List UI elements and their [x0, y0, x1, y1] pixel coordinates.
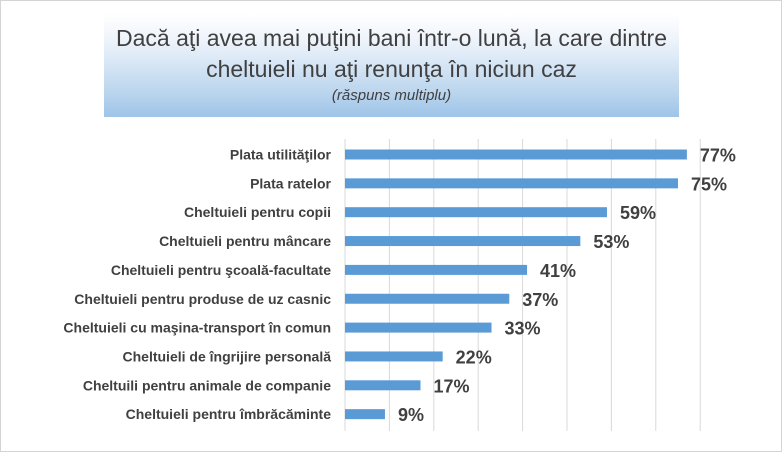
chart-subtitle: (răspuns multiplu): [331, 87, 452, 104]
bar: [345, 178, 678, 189]
data-label: 75%: [691, 174, 727, 194]
bar: [345, 293, 510, 304]
category-label: Cheltuieli pentru mâncare: [159, 233, 331, 249]
category-label: Plata ratelor: [250, 175, 331, 191]
data-label: 17%: [433, 376, 469, 396]
chart-title-box: Dacă aţi avea mai puţini bani într-o lun…: [104, 14, 679, 117]
category-label: Cheltuieli cu maşina-transport în comun: [63, 320, 331, 336]
category-label: Cheltuieli de îngrijire personală: [123, 348, 332, 364]
data-label: 33%: [505, 319, 541, 339]
bar: [345, 409, 385, 420]
bar: [345, 149, 687, 160]
category-label: Cheltuieli pentru îmbrăcăminte: [126, 406, 332, 422]
category-label: Plata utilităţilor: [230, 147, 332, 163]
data-label: 9%: [398, 405, 424, 425]
chart-title: Dacă aţi avea mai puţini bani într-o lun…: [115, 25, 668, 82]
bar: [345, 351, 443, 362]
data-label: 59%: [620, 203, 656, 223]
category-label: Cheltuieli pentru copii: [184, 204, 331, 220]
bar: [345, 322, 492, 333]
data-label: 41%: [540, 261, 576, 281]
bar: [345, 236, 581, 247]
data-label: 53%: [593, 232, 629, 252]
data-label: 77%: [700, 146, 736, 166]
bar: [345, 207, 607, 218]
bar: [345, 264, 528, 275]
data-label: 37%: [522, 290, 558, 310]
bar: [345, 380, 421, 391]
category-label: Cheltuieli pentru produse de uz casnic: [74, 291, 331, 307]
category-label: Cheltuili pentru animale de companie: [83, 377, 331, 393]
data-label: 22%: [456, 347, 492, 367]
category-label: Cheltuieli pentru şcoală-facultate: [111, 262, 331, 278]
